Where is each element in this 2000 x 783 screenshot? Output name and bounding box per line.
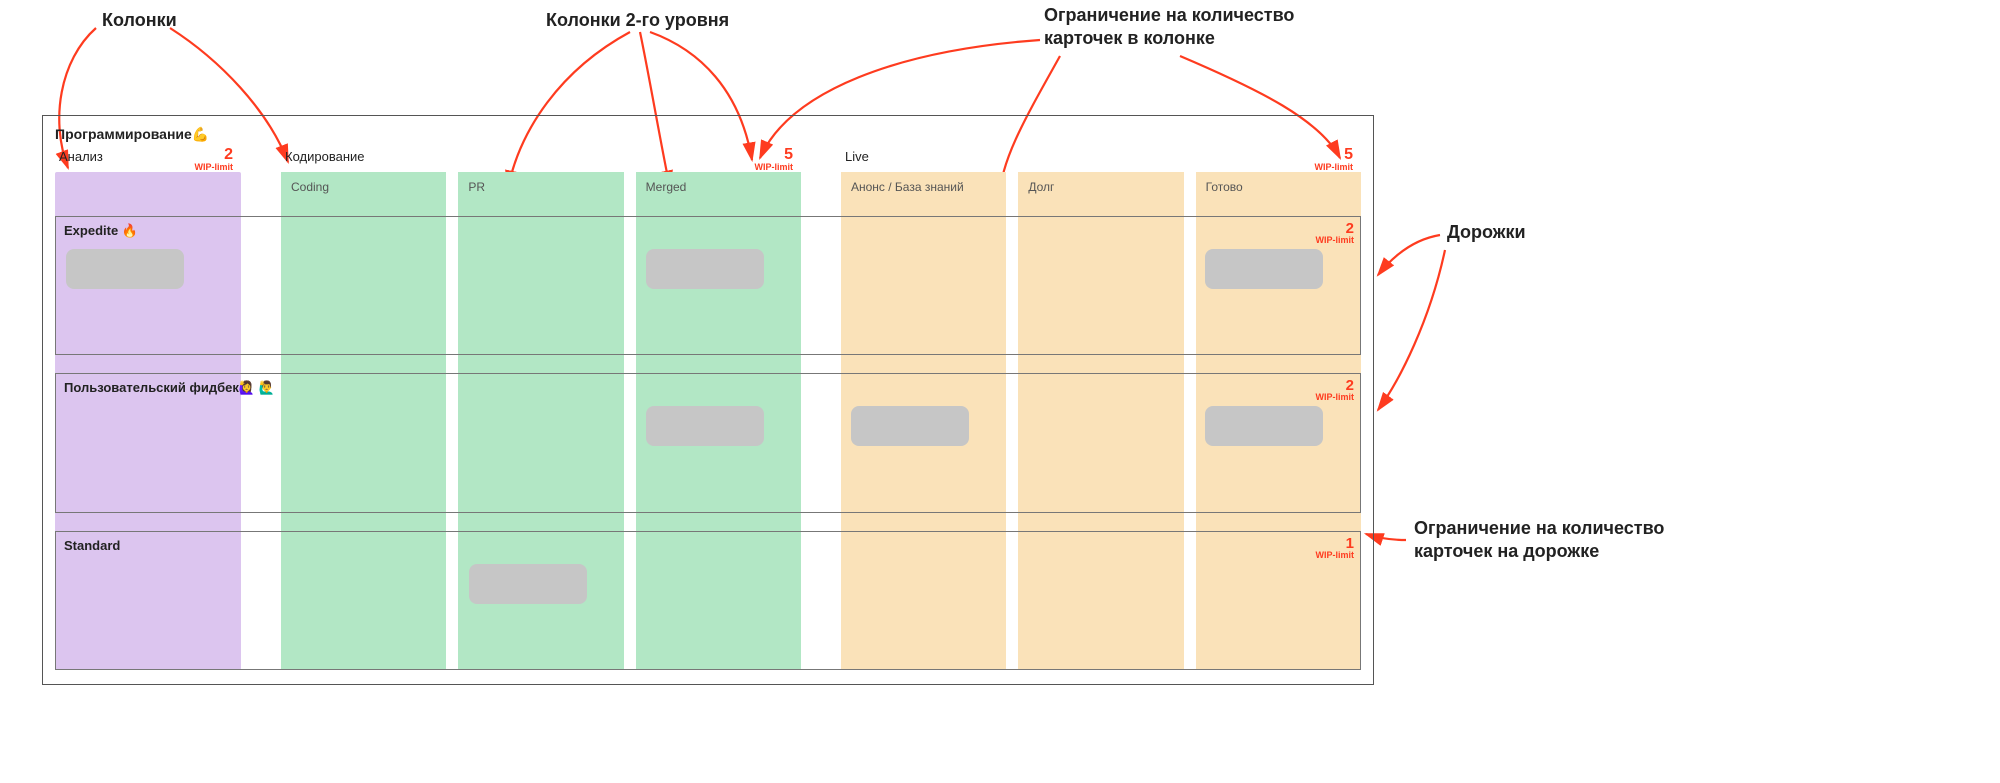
subcolumn-label: PR bbox=[458, 172, 623, 194]
swimlane-cells bbox=[56, 560, 1360, 663]
kanban-card[interactable] bbox=[66, 249, 184, 289]
kanban-card[interactable] bbox=[646, 406, 764, 446]
column-header: Live5WIP-limit bbox=[841, 149, 1361, 164]
swimlane-title: Standard bbox=[56, 532, 1360, 555]
subcolumn-label: Merged bbox=[636, 172, 801, 194]
lane-cell bbox=[1018, 560, 1183, 663]
lane-cell bbox=[1018, 402, 1183, 505]
column-label: Live bbox=[845, 149, 869, 164]
swimlane-wip-limit: 2WIP-limit bbox=[1316, 378, 1355, 402]
kanban-card[interactable] bbox=[1205, 249, 1323, 289]
swimlane-cells bbox=[56, 245, 1360, 348]
lane-cell bbox=[56, 402, 242, 505]
annotation-lanes: Дорожки bbox=[1447, 222, 1526, 243]
lane-cell bbox=[56, 245, 242, 348]
annotation-columns: Колонки bbox=[102, 10, 177, 31]
lane-cell bbox=[841, 560, 1006, 663]
lane-cell bbox=[282, 560, 447, 663]
lane-cell bbox=[459, 402, 624, 505]
subcolumn-label: Готово bbox=[1196, 172, 1361, 194]
swimlane-title: Expedite 🔥 bbox=[56, 217, 1360, 241]
column-label: Кодирование bbox=[285, 149, 365, 164]
lane-cell bbox=[1018, 245, 1183, 348]
lane-cell bbox=[636, 402, 801, 505]
kanban-card[interactable] bbox=[1205, 406, 1323, 446]
annotation-lane-wip: Ограничение на количество карточек на до… bbox=[1414, 517, 1674, 564]
lane-cell bbox=[841, 402, 1006, 505]
column-wip-limit: 5WIP-limit bbox=[755, 147, 794, 172]
kanban-card[interactable] bbox=[469, 564, 587, 604]
kanban-card[interactable] bbox=[851, 406, 969, 446]
swimlane[interactable]: Expedite 🔥2WIP-limit bbox=[55, 216, 1361, 355]
column-header: Анализ2WIP-limit bbox=[55, 149, 241, 164]
lane-cell bbox=[1195, 402, 1360, 505]
lane-cell bbox=[282, 245, 447, 348]
subcolumn-label: Coding bbox=[281, 172, 446, 194]
column-wip-limit: 5WIP-limit bbox=[1315, 147, 1354, 172]
kanban-board: Программирование💪 Coding PR Merged Анонс / … bbox=[42, 115, 1374, 685]
subcolumn-label: Долг bbox=[1018, 172, 1183, 194]
swimlane-cells bbox=[56, 402, 1360, 505]
swimlane[interactable]: Пользовательский фидбек🙋‍♀️ 🙋‍♂️2WIP-lim… bbox=[55, 373, 1361, 512]
kanban-card[interactable] bbox=[646, 249, 764, 289]
lane-cell bbox=[841, 245, 1006, 348]
lane-cell bbox=[1195, 245, 1360, 348]
lane-cell bbox=[636, 560, 801, 663]
column-label: Анализ bbox=[59, 149, 103, 164]
board-title: Программирование💪 bbox=[55, 126, 1361, 143]
swimlane-wip-limit: 2WIP-limit bbox=[1316, 221, 1355, 245]
lane-cell bbox=[459, 245, 624, 348]
lane-cell bbox=[1195, 560, 1360, 663]
column-wip-limit: 2WIP-limit bbox=[195, 147, 234, 172]
lane-cell bbox=[636, 245, 801, 348]
lane-cell bbox=[56, 560, 242, 663]
swimlane[interactable]: Standard1WIP-limit bbox=[55, 531, 1361, 670]
annotation-column-wip: Ограничение на количество карточек в кол… bbox=[1044, 4, 1364, 51]
annotation-subcolumns: Колонки 2-го уровня bbox=[546, 10, 729, 31]
swimlane-wip-limit: 1WIP-limit bbox=[1316, 536, 1355, 560]
lane-cell bbox=[282, 402, 447, 505]
lane-cell bbox=[459, 560, 624, 663]
swimlanes: Expedite 🔥2WIP-limitПользовательский фид… bbox=[55, 216, 1361, 670]
swimlane-title: Пользовательский фидбек🙋‍♀️ 🙋‍♂️ bbox=[56, 374, 1360, 398]
column-header: Кодирование5WIP-limit bbox=[281, 149, 801, 164]
subcolumn-label: Анонс / База знаний bbox=[841, 172, 1006, 194]
